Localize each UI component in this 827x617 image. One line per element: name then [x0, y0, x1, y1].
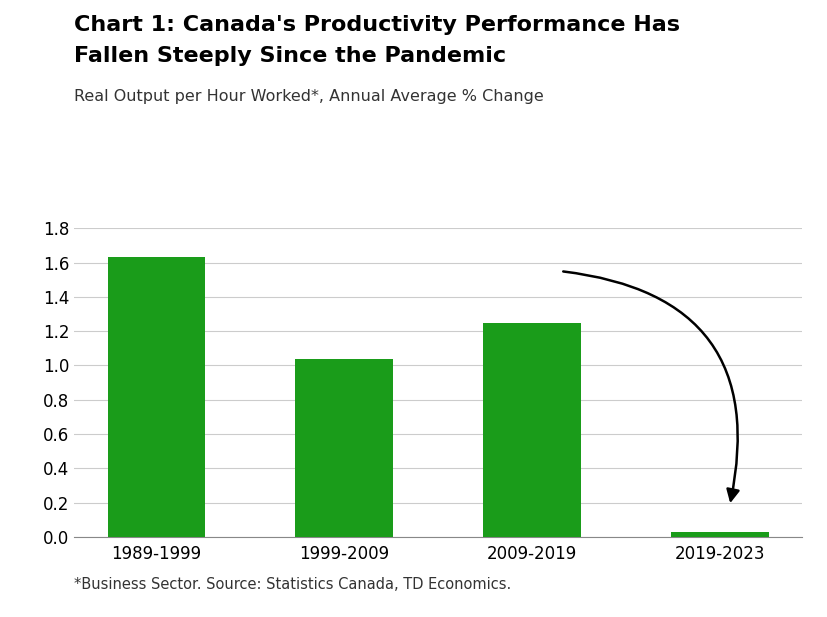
- Text: Chart 1: Canada's Productivity Performance Has: Chart 1: Canada's Productivity Performan…: [74, 15, 681, 35]
- Text: Real Output per Hour Worked*, Annual Average % Change: Real Output per Hour Worked*, Annual Ave…: [74, 89, 544, 104]
- Bar: [295, 358, 393, 537]
- Text: *Business Sector. Source: Statistics Canada, TD Economics.: *Business Sector. Source: Statistics Can…: [74, 578, 512, 592]
- Bar: [108, 257, 205, 537]
- Bar: [672, 532, 769, 537]
- Bar: [484, 323, 581, 537]
- Text: Fallen Steeply Since the Pandemic: Fallen Steeply Since the Pandemic: [74, 46, 507, 66]
